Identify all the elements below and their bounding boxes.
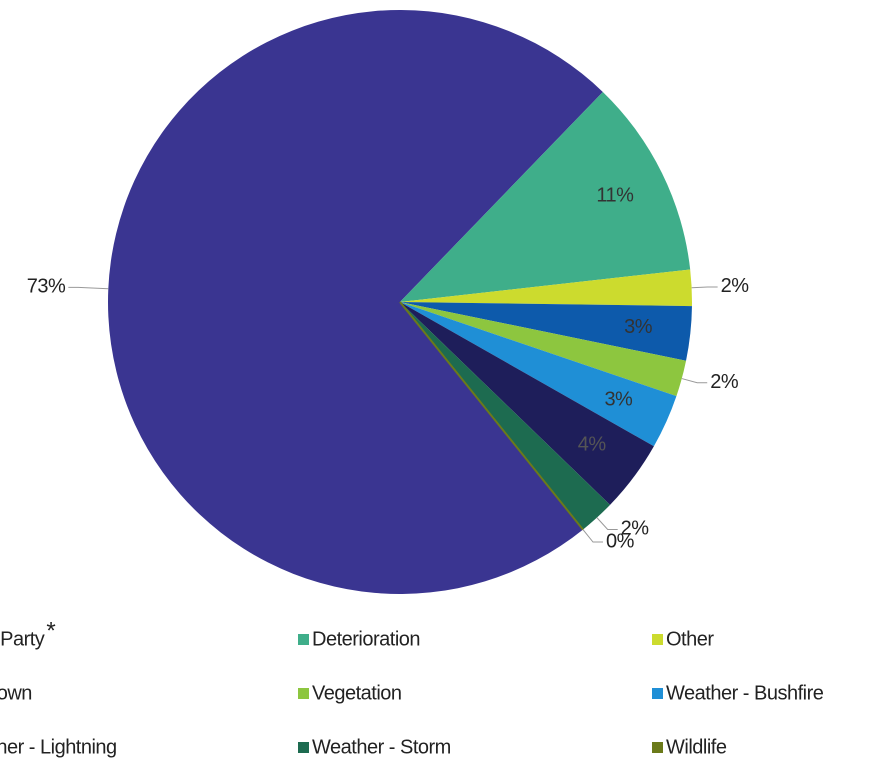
legend-label: Weather - Storm <box>312 736 451 758</box>
leader-line <box>691 286 718 289</box>
data-label: 73% <box>27 276 66 298</box>
data-label: 2% <box>621 518 650 540</box>
legend-swatch <box>652 742 663 753</box>
pie-slice <box>400 302 611 530</box>
legend-swatch <box>298 688 309 699</box>
leader-line <box>681 378 708 384</box>
data-label: 2% <box>721 275 750 297</box>
legend-swatch <box>652 688 663 699</box>
pie-slice <box>400 302 687 397</box>
pie-slice <box>400 302 692 361</box>
legend-label: Weather - Lightning <box>0 736 117 758</box>
data-label: 2% <box>710 371 739 393</box>
pie-slice <box>400 302 654 505</box>
pie-slice <box>400 91 691 302</box>
pie-slice <box>399 301 584 531</box>
data-label: 3% <box>624 316 653 338</box>
data-label: 3% <box>604 388 633 410</box>
legend-label: Other <box>666 628 714 650</box>
legend-label: Wildlife <box>666 736 727 758</box>
note-marker: * <box>46 617 55 644</box>
data-label: 4% <box>578 434 607 456</box>
legend-label: Third Party <box>0 628 45 650</box>
legend-label: Unknown <box>0 682 32 704</box>
legend-label: Vegetation <box>312 682 402 704</box>
legend-swatch <box>298 742 309 753</box>
data-label: 0% <box>606 530 635 552</box>
pie-slice <box>400 269 693 307</box>
legend-swatch <box>652 634 663 645</box>
leader-line <box>68 286 109 290</box>
legend-swatch <box>298 634 309 645</box>
leader-line <box>596 517 618 530</box>
pie-slice <box>108 9 603 595</box>
legend-label: Weather - Bushfire <box>666 682 824 704</box>
leader-line <box>582 529 603 543</box>
pie-slice <box>400 302 677 447</box>
data-label: 11% <box>596 185 634 207</box>
legend-label: Deterioration <box>312 628 420 650</box>
